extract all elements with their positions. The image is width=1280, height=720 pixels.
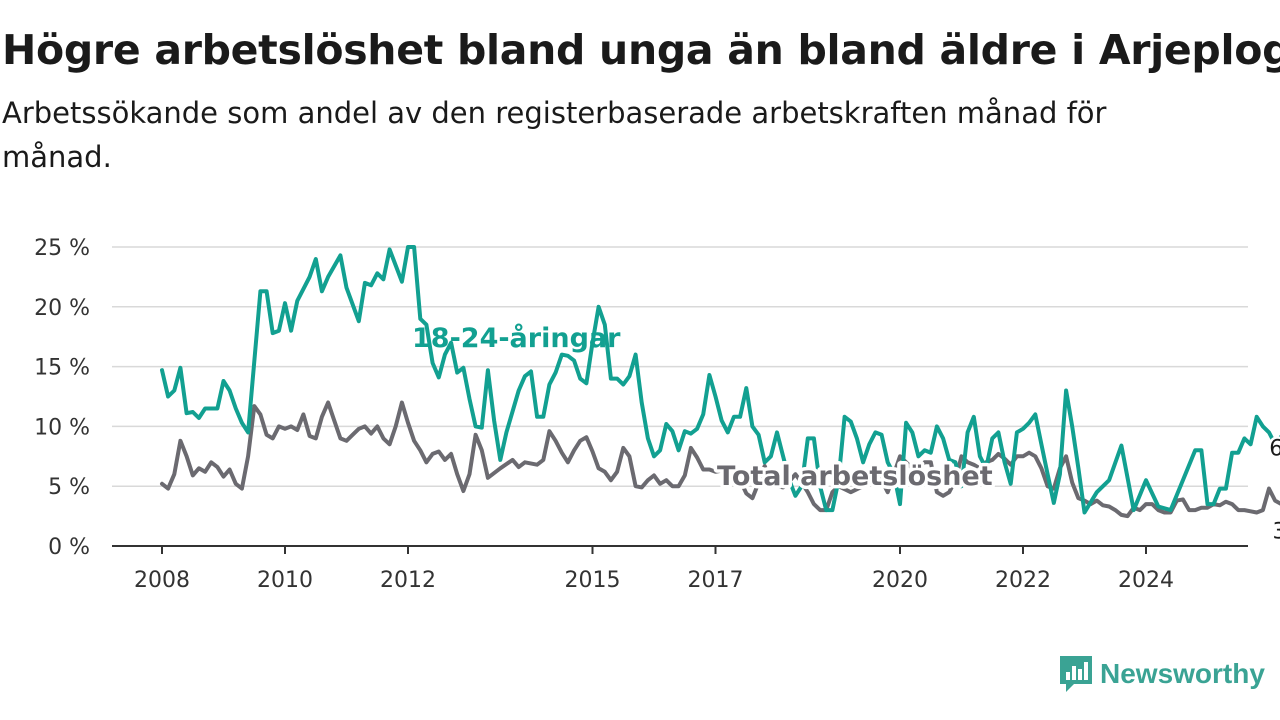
y-tick-label: 10 %: [34, 415, 90, 440]
x-axis: 2008 2010 2012 2015 2017 2020 2022 2024: [112, 545, 1248, 593]
series-labels: 18-24-åringar Total arbetslöshet 6,4 % 3,3 …: [412, 322, 1280, 547]
x-tick-label: 2008: [134, 568, 190, 593]
x-tick-label: 2022: [995, 568, 1051, 593]
x-tick-label: 2012: [380, 568, 436, 593]
y-tick-label: 25 %: [34, 236, 90, 261]
x-tick-label: 2010: [257, 568, 313, 593]
y-tick-label: 15 %: [34, 356, 90, 381]
end-label-youth: 6,4 %: [1269, 436, 1280, 461]
x-tick-label: 2024: [1118, 568, 1174, 593]
series-label-youth: 18-24-åringar: [412, 322, 621, 354]
series-line-total: [160, 400, 1280, 519]
y-tick-label: 5 %: [48, 475, 90, 500]
y-axis-ticks: 0 % 5 % 10 % 15 % 20 % 25 %: [34, 236, 90, 560]
end-label-total: 3,3 %: [1272, 520, 1280, 545]
x-tick-label: 2020: [872, 568, 928, 593]
page-subtitle: Arbetssökande som andel av den registerb…: [2, 96, 1107, 174]
page-title: Högre arbetslöshet bland unga än bland ä…: [2, 26, 1280, 74]
series-label-total: Total arbetslöshet: [717, 461, 993, 492]
x-tick-label: 2015: [565, 568, 621, 593]
series-line-youth: [160, 245, 1280, 515]
newsworthy-logo: Newsworthy: [1058, 654, 1265, 694]
y-tick-label: 20 %: [34, 296, 90, 321]
newsworthy-logo-icon: [1060, 656, 1092, 692]
y-tick-label: 0 %: [48, 535, 90, 560]
series-lines: [160, 245, 1280, 519]
brand-name: Newsworthy: [1100, 658, 1265, 689]
x-tick-label: 2017: [688, 568, 744, 593]
